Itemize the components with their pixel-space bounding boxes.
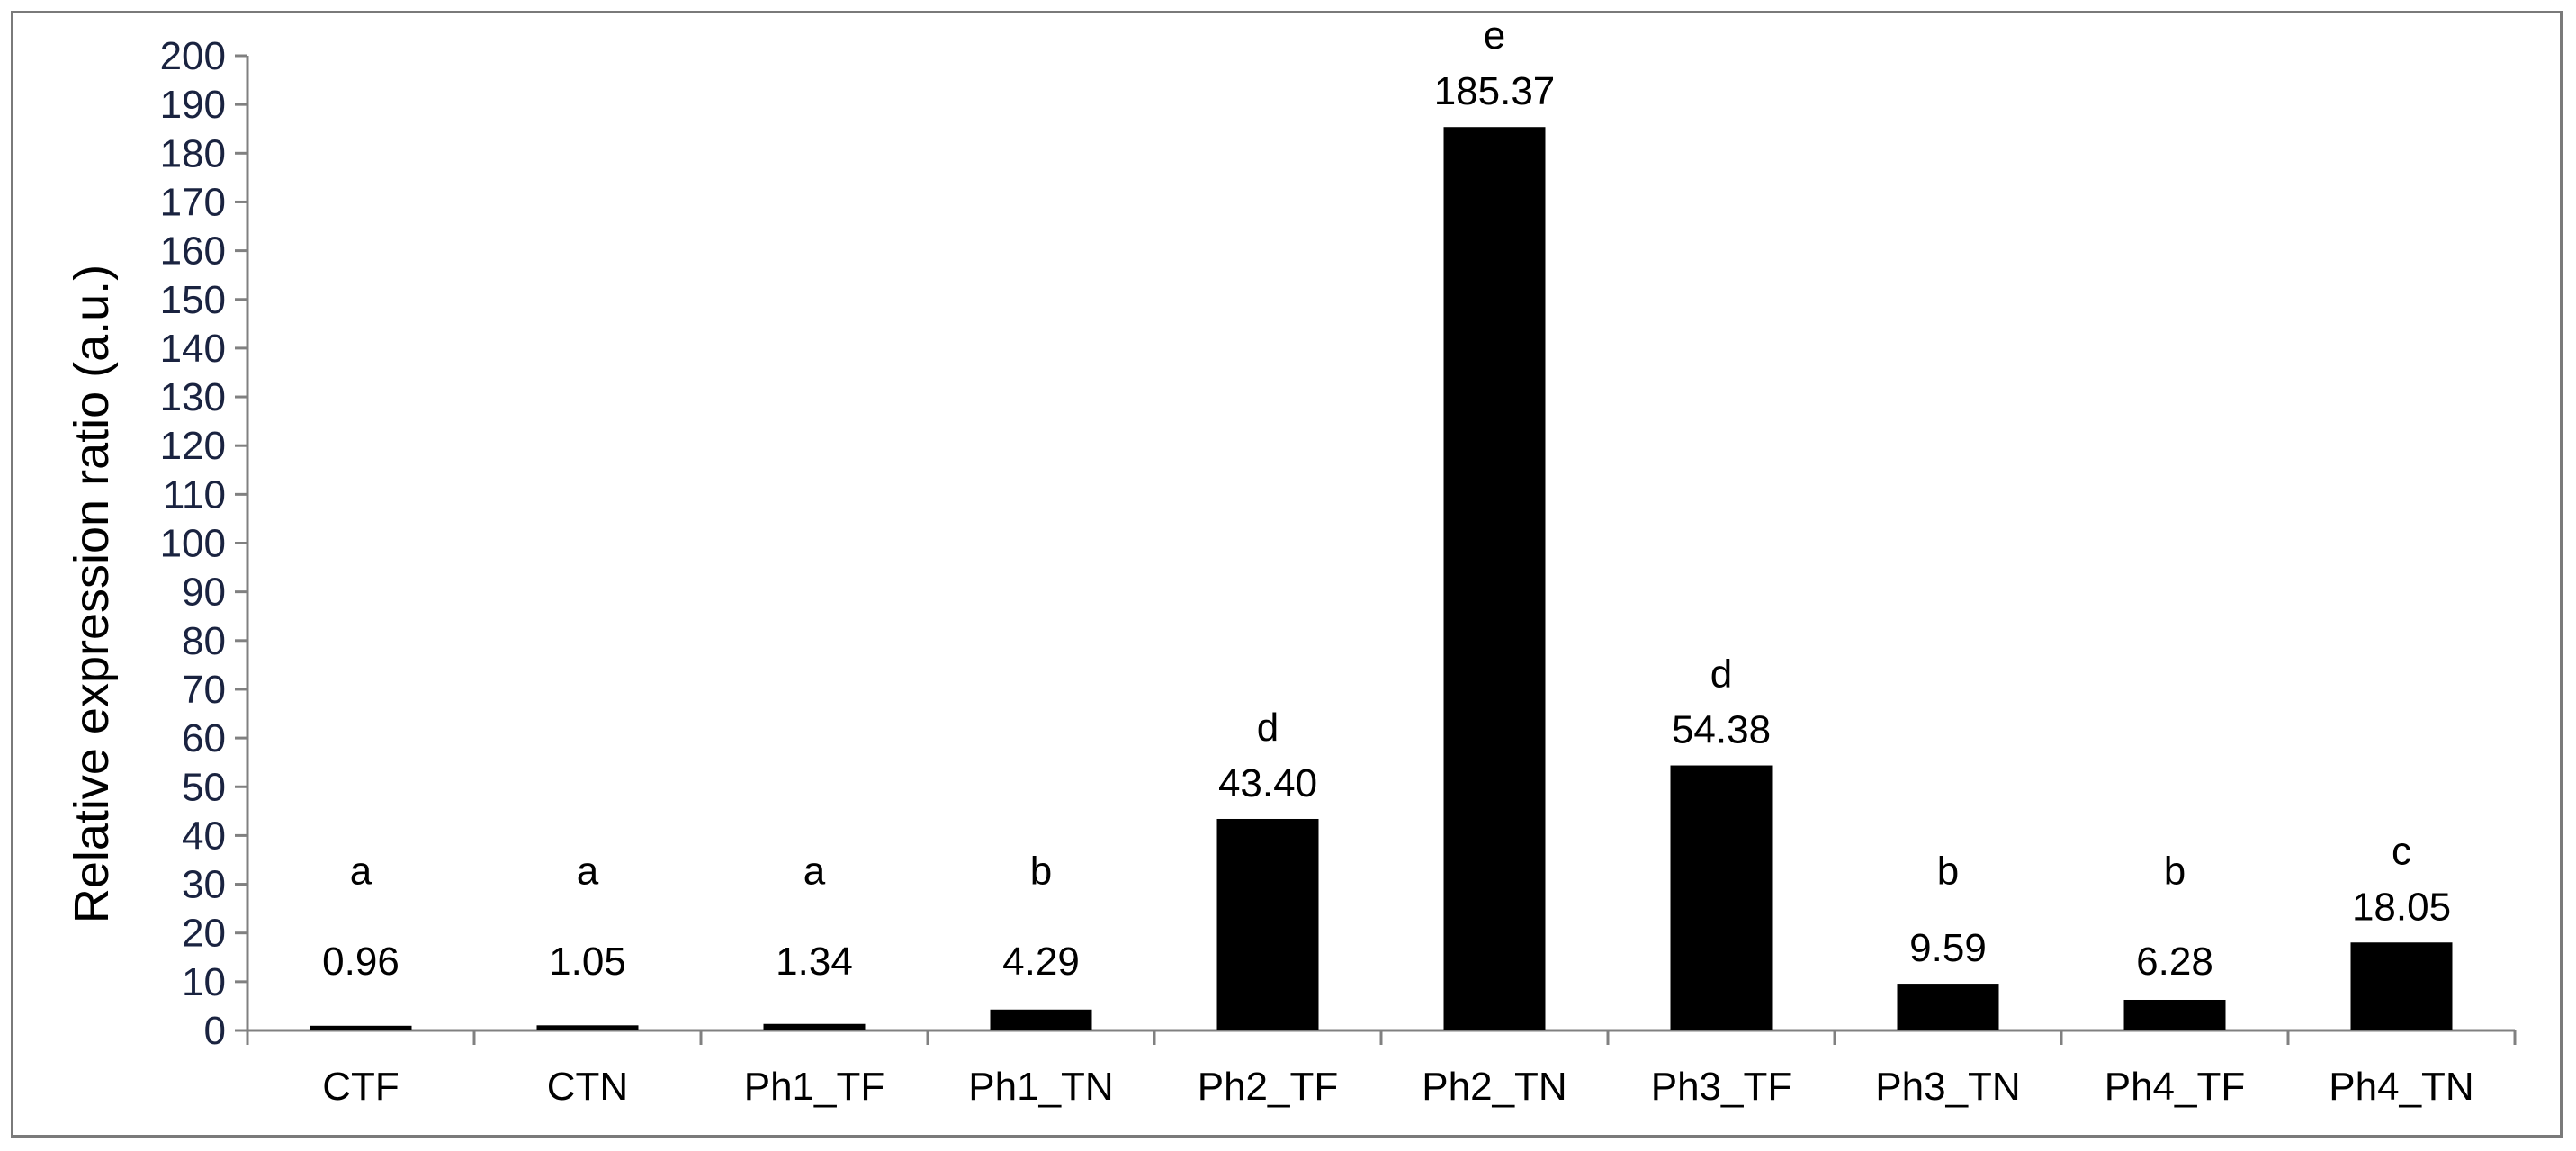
data-label: 4.29 <box>1002 940 1080 984</box>
data-label: 1.05 <box>549 940 626 984</box>
axes: 0102030405060708090100110120130140150160… <box>160 34 2517 1109</box>
y-tick-label: 100 <box>160 522 226 566</box>
y-tick-label: 200 <box>160 34 226 78</box>
x-tick-label: Ph3_TF <box>1651 1065 1792 1109</box>
x-tick-label: Ph1_TF <box>744 1065 885 1109</box>
y-tick-label: 190 <box>160 83 226 127</box>
x-tick-label: CTF <box>322 1065 399 1109</box>
y-ticks: 0102030405060708090100110120130140150160… <box>160 34 247 1053</box>
y-tick-label: 90 <box>182 571 226 615</box>
y-tick-label: 180 <box>160 131 226 175</box>
x-tick-label: Ph1_TN <box>968 1065 1113 1109</box>
y-tick-label: 140 <box>160 327 226 371</box>
data-label: 18.05 <box>2352 885 2451 929</box>
bars <box>310 127 2453 1031</box>
data-label: 54.38 <box>1672 708 1771 752</box>
y-tick-label: 150 <box>160 278 226 322</box>
x-tick-label: Ph2_TF <box>1198 1065 1339 1109</box>
data-label: 185.37 <box>1434 69 1556 113</box>
y-tick-label: 10 <box>182 960 226 1004</box>
y-tick-label: 130 <box>160 375 226 419</box>
y-tick-label: 0 <box>204 1009 226 1053</box>
significance-letter: d <box>1710 652 1732 697</box>
significance-letter: c <box>2392 829 2411 873</box>
bar <box>990 1009 1092 1030</box>
x-tick-label: Ph4_TF <box>2105 1065 2246 1109</box>
bar <box>310 1025 412 1030</box>
bar <box>763 1023 866 1030</box>
x-tick-label: Ph3_TN <box>1875 1065 2020 1109</box>
bar <box>1443 127 1546 1031</box>
x-ticks: CTF CTN Ph1_TF Ph1_TN Ph2_TF Ph2_TN Ph3_TF Ph3_… <box>246 1030 2517 1109</box>
x-tick-label: Ph4_TN <box>2329 1065 2473 1109</box>
significance-letters: a a a b d e d b b c <box>350 13 2411 893</box>
significance-letter: a <box>577 850 599 894</box>
y-tick-label: 60 <box>182 716 226 760</box>
y-tick-label: 40 <box>182 814 226 858</box>
data-label: 43.40 <box>1218 761 1317 805</box>
value-labels: 0.96 1.05 1.34 4.29 43.40 185.37 54.38 9.59 6.28… <box>322 69 2451 984</box>
bar <box>2123 999 2226 1030</box>
x-tick-label: CTN <box>547 1065 628 1109</box>
significance-letter: a <box>803 850 826 894</box>
significance-letter: b <box>1030 850 1052 894</box>
significance-letter: b <box>2164 850 2186 894</box>
significance-letter: a <box>350 850 372 894</box>
y-tick-label: 120 <box>160 424 226 468</box>
bar <box>2350 942 2453 1030</box>
bar <box>1897 984 1999 1030</box>
significance-letter: b <box>1937 850 1959 894</box>
bar <box>1216 818 1319 1030</box>
y-tick-label: 20 <box>182 912 226 956</box>
bar <box>536 1025 639 1030</box>
data-label: 1.34 <box>776 940 853 984</box>
bar <box>1670 765 1773 1030</box>
y-tick-label: 160 <box>160 229 226 274</box>
x-tick-label: Ph2_TN <box>1422 1065 1566 1109</box>
y-tick-label: 30 <box>182 863 226 907</box>
y-tick-label: 170 <box>160 180 226 224</box>
significance-letter: e <box>1484 13 1505 58</box>
y-axis-title: Relative expression ratio (a.u.) <box>65 265 119 923</box>
data-label: 9.59 <box>1909 926 1987 970</box>
y-tick-label: 80 <box>182 619 226 663</box>
significance-letter: d <box>1257 706 1279 750</box>
y-tick-label: 50 <box>182 765 226 809</box>
data-label: 0.96 <box>322 940 399 984</box>
y-tick-label: 110 <box>163 472 226 517</box>
y-tick-label: 70 <box>182 668 226 712</box>
data-label: 6.28 <box>2136 940 2213 984</box>
